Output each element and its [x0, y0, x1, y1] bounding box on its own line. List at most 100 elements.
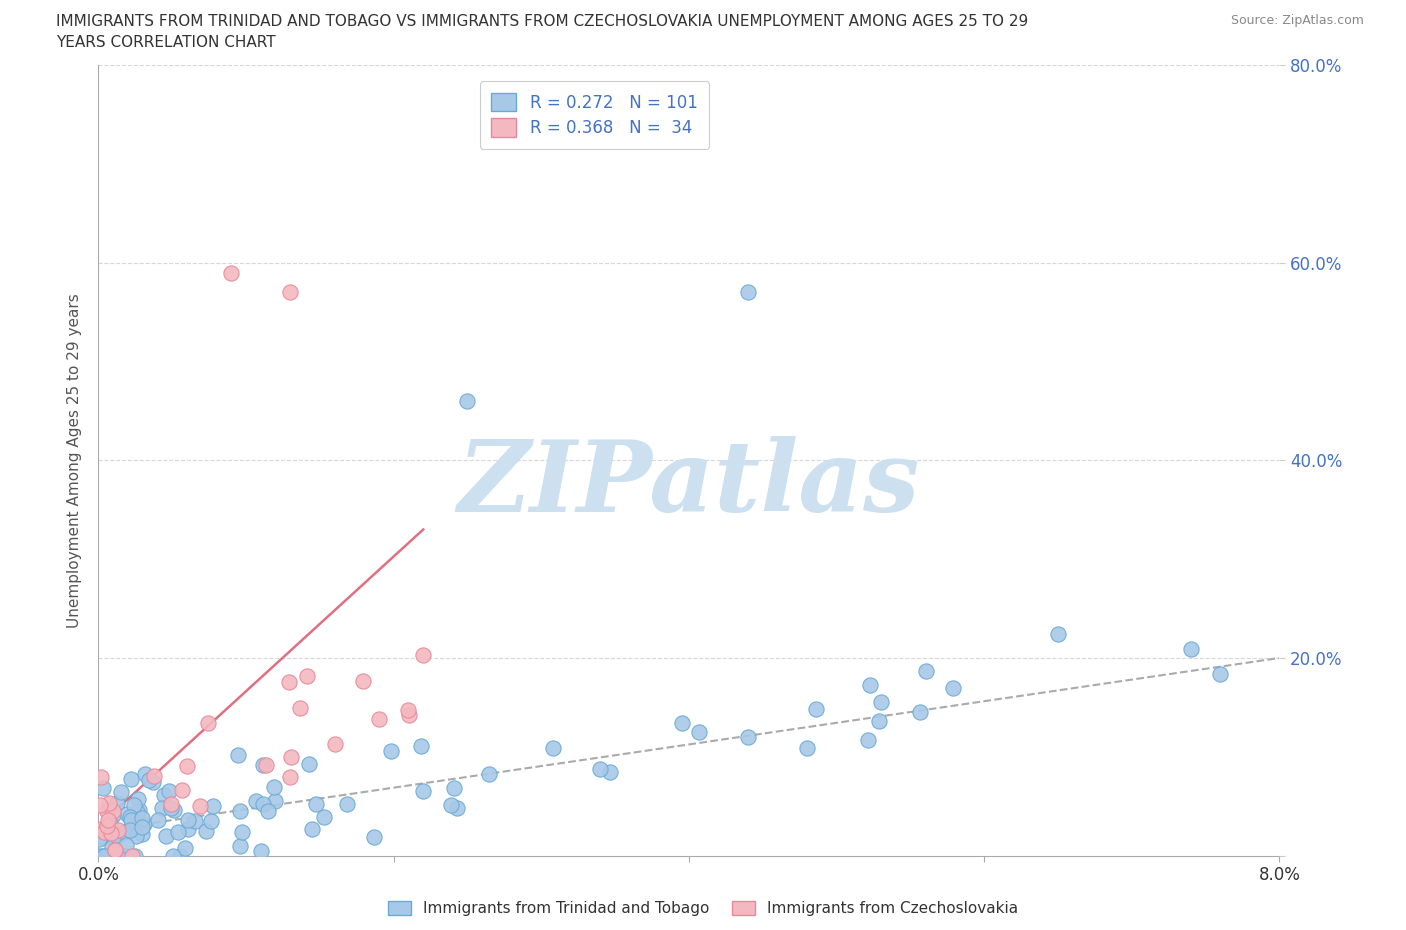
- Point: [120, 772, 142, 787]
- Point: [440, 797, 463, 812]
- Point: [226, 748, 249, 763]
- Point: [138, 773, 160, 788]
- Point: [254, 758, 277, 773]
- Point: [101, 807, 124, 822]
- Point: [134, 766, 156, 781]
- Point: [143, 768, 166, 783]
- Point: [121, 817, 143, 832]
- Point: [280, 769, 302, 784]
- Point: [305, 797, 328, 812]
- Point: [124, 848, 146, 863]
- Point: [352, 673, 374, 688]
- Point: [278, 674, 301, 689]
- Point: [107, 823, 129, 838]
- Point: [477, 766, 499, 781]
- Point: [150, 800, 173, 815]
- Point: [146, 812, 169, 827]
- Point: [163, 803, 186, 817]
- Point: [368, 711, 391, 726]
- Point: [172, 783, 194, 798]
- Text: Source: ZipAtlas.com: Source: ZipAtlas.com: [1230, 14, 1364, 27]
- Point: [90, 770, 112, 785]
- Point: [856, 733, 879, 748]
- Point: [90, 822, 112, 837]
- Text: ZIPatlas: ZIPatlas: [458, 436, 920, 532]
- Point: [167, 825, 190, 840]
- Point: [98, 815, 121, 830]
- Point: [252, 757, 274, 772]
- Y-axis label: Unemployment Among Ages 25 to 29 years: Unemployment Among Ages 25 to 29 years: [67, 293, 83, 628]
- Point: [107, 829, 129, 844]
- Point: [91, 848, 114, 863]
- Point: [231, 824, 253, 839]
- Text: YEARS CORRELATION CHART: YEARS CORRELATION CHART: [56, 35, 276, 50]
- Point: [336, 796, 359, 811]
- Point: [121, 848, 143, 863]
- Point: [124, 829, 146, 844]
- Point: [110, 784, 132, 799]
- Point: [1209, 667, 1232, 682]
- Point: [104, 843, 127, 857]
- Point: [114, 838, 136, 853]
- Point: [737, 285, 759, 299]
- Point: [288, 700, 311, 715]
- Point: [312, 810, 335, 825]
- Point: [280, 285, 302, 299]
- Point: [155, 829, 177, 844]
- Point: [280, 749, 302, 764]
- Point: [118, 809, 141, 824]
- Point: [91, 781, 114, 796]
- Point: [160, 796, 183, 811]
- Point: [122, 816, 145, 830]
- Point: [93, 825, 115, 840]
- Point: [131, 811, 153, 826]
- Point: [177, 822, 200, 837]
- Point: [298, 757, 321, 772]
- Point: [131, 819, 153, 834]
- Point: [157, 784, 180, 799]
- Point: [96, 804, 118, 818]
- Point: [201, 799, 224, 814]
- Legend: Immigrants from Trinidad and Tobago, Immigrants from Czechoslovakia: Immigrants from Trinidad and Tobago, Imm…: [381, 895, 1025, 923]
- Point: [688, 724, 710, 739]
- Point: [128, 817, 150, 832]
- Point: [942, 681, 965, 696]
- Point: [115, 807, 138, 822]
- Point: [142, 775, 165, 790]
- Point: [446, 800, 468, 815]
- Point: [89, 797, 111, 812]
- Point: [120, 813, 142, 828]
- Point: [264, 793, 287, 808]
- Point: [257, 804, 280, 818]
- Point: [541, 740, 564, 755]
- Point: [1046, 626, 1070, 641]
- Point: [412, 783, 434, 798]
- Point: [107, 827, 129, 842]
- Point: [188, 799, 211, 814]
- Point: [103, 843, 125, 857]
- Point: [125, 804, 148, 819]
- Point: [737, 729, 759, 744]
- Point: [221, 265, 243, 280]
- Point: [363, 830, 385, 844]
- Point: [870, 695, 893, 710]
- Point: [197, 715, 219, 730]
- Point: [100, 826, 122, 841]
- Point: [183, 814, 205, 829]
- Point: [128, 803, 150, 817]
- Point: [160, 801, 183, 816]
- Point: [112, 824, 135, 839]
- Point: [380, 743, 402, 758]
- Point: [120, 822, 142, 837]
- Point: [297, 669, 319, 684]
- Point: [200, 814, 222, 829]
- Point: [132, 817, 155, 831]
- Point: [323, 737, 346, 751]
- Point: [263, 779, 285, 794]
- Point: [105, 795, 128, 810]
- Point: [457, 393, 479, 408]
- Point: [1180, 641, 1202, 656]
- Point: [101, 840, 124, 855]
- Point: [252, 796, 274, 811]
- Text: IMMIGRANTS FROM TRINIDAD AND TOBAGO VS IMMIGRANTS FROM CZECHOSLOVAKIA UNEMPLOYME: IMMIGRANTS FROM TRINIDAD AND TOBAGO VS I…: [56, 14, 1029, 29]
